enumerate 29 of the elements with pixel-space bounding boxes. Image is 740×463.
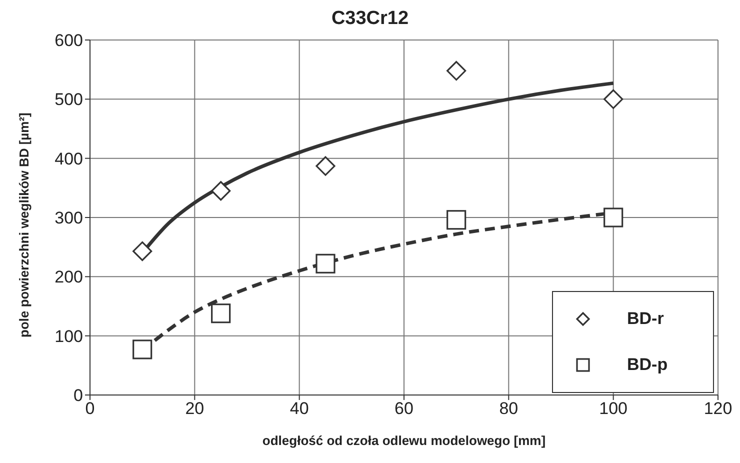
- legend-label: BD-r: [627, 309, 664, 329]
- y-tick-label: 400: [54, 149, 83, 168]
- point: [211, 304, 231, 324]
- point: [316, 156, 336, 176]
- chart-title: C33Cr12: [330, 8, 410, 30]
- x-tick-label: 120: [704, 399, 732, 418]
- y-tick-label: 600: [54, 31, 83, 50]
- x-tick-label: 100: [599, 399, 628, 418]
- y-tick-label: 300: [54, 208, 83, 228]
- point: [446, 60, 466, 81]
- x-tick-label: 0: [85, 399, 95, 418]
- x-tick-label: 80: [499, 399, 518, 418]
- x-tick-label: 40: [290, 399, 309, 418]
- point: [316, 254, 336, 274]
- point: [604, 89, 624, 109]
- y-axis-title: pole powierzchni weglików BD [µm²]: [16, 112, 32, 338]
- point: [604, 208, 624, 228]
- y-tick-label: 0: [74, 386, 83, 406]
- legend-label: BD-p: [627, 355, 668, 375]
- y-tick-label: 200: [54, 268, 83, 287]
- point: [132, 340, 152, 360]
- y-tick-label: 100: [54, 326, 83, 346]
- x-tick-label: 60: [394, 399, 414, 418]
- point: [132, 241, 152, 262]
- point: [211, 181, 231, 201]
- x-axis-title: odległość od czoła odlewu modelowego [mm]: [262, 433, 546, 448]
- point: [446, 210, 466, 230]
- x-tick-label: 20: [185, 399, 204, 418]
- y-tick-label: 500: [54, 90, 83, 110]
